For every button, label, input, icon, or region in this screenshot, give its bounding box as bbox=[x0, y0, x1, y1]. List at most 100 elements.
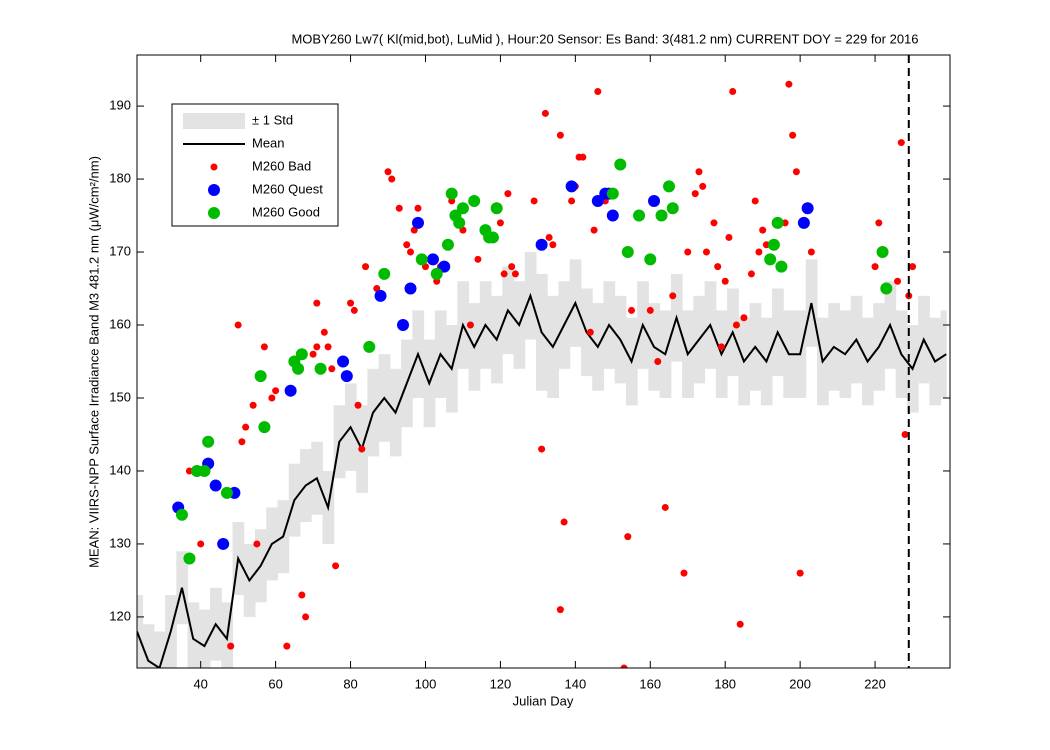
data-point bbox=[453, 216, 466, 229]
std-band bbox=[187, 602, 200, 668]
data-point bbox=[606, 187, 619, 200]
y-tick-label: 170 bbox=[109, 243, 131, 258]
x-tick-label: 140 bbox=[564, 676, 586, 691]
data-point bbox=[684, 248, 692, 256]
data-point bbox=[655, 209, 668, 222]
legend-swatch bbox=[208, 207, 220, 219]
y-tick-label: 180 bbox=[109, 170, 131, 185]
legend-swatch bbox=[208, 184, 220, 196]
data-point bbox=[792, 168, 800, 176]
data-point bbox=[268, 394, 276, 402]
legend-label: M260 Quest bbox=[252, 181, 323, 196]
data-point bbox=[284, 384, 297, 397]
x-tick-label: 120 bbox=[490, 676, 512, 691]
data-point bbox=[538, 445, 546, 453]
data-point bbox=[324, 343, 332, 351]
data-point bbox=[406, 248, 414, 256]
data-point bbox=[691, 190, 699, 198]
data-point bbox=[414, 204, 422, 212]
x-tick-label: 160 bbox=[639, 676, 661, 691]
mean-line bbox=[137, 292, 947, 668]
data-point bbox=[721, 277, 729, 285]
data-point bbox=[729, 87, 737, 95]
data-point bbox=[378, 267, 391, 280]
data-point bbox=[292, 362, 305, 375]
data-point bbox=[411, 216, 424, 229]
data-point bbox=[699, 182, 707, 190]
data-point bbox=[621, 246, 634, 259]
data-point bbox=[202, 435, 215, 448]
data-point bbox=[358, 445, 366, 453]
data-point bbox=[456, 202, 469, 215]
data-point bbox=[220, 486, 233, 499]
data-point bbox=[438, 260, 451, 273]
data-point bbox=[568, 197, 576, 205]
legend-label: M260 Good bbox=[252, 204, 320, 219]
data-point bbox=[614, 158, 627, 171]
data-point bbox=[441, 238, 454, 251]
data-point bbox=[565, 180, 578, 193]
data-point bbox=[762, 241, 770, 249]
data-point bbox=[298, 591, 306, 599]
data-point bbox=[535, 238, 548, 251]
data-point bbox=[217, 537, 230, 550]
data-point bbox=[759, 226, 767, 234]
data-point bbox=[258, 421, 271, 434]
data-point bbox=[549, 241, 557, 249]
data-point bbox=[646, 306, 654, 314]
y-tick-label: 130 bbox=[109, 535, 131, 550]
data-point bbox=[445, 187, 458, 200]
data-point bbox=[740, 314, 748, 322]
data-point bbox=[666, 202, 679, 215]
data-point bbox=[362, 263, 370, 271]
std-band bbox=[940, 310, 947, 398]
data-point bbox=[234, 321, 242, 329]
data-point bbox=[785, 80, 793, 88]
data-point bbox=[710, 219, 718, 227]
legend-label: M260 Bad bbox=[252, 158, 311, 173]
data-point bbox=[388, 175, 396, 183]
data-point bbox=[871, 263, 879, 271]
data-point bbox=[490, 202, 503, 215]
data-point bbox=[669, 292, 677, 300]
data-point bbox=[395, 204, 403, 212]
data-point bbox=[556, 131, 564, 139]
chart-title: MOBY260 Lw7( Kl(mid,bot), LuMid ), Hour:… bbox=[291, 31, 918, 46]
data-point bbox=[755, 248, 763, 256]
data-point bbox=[253, 540, 261, 548]
data-point bbox=[695, 168, 703, 176]
x-tick-label: 60 bbox=[268, 676, 282, 691]
data-point bbox=[736, 620, 744, 628]
legend-label: ± 1 Std bbox=[252, 112, 293, 127]
data-point bbox=[530, 197, 538, 205]
data-point bbox=[309, 350, 317, 358]
data-point bbox=[313, 299, 321, 307]
data-point bbox=[227, 642, 235, 650]
data-point bbox=[628, 306, 636, 314]
data-point bbox=[374, 289, 387, 302]
std-band bbox=[142, 624, 155, 668]
data-point bbox=[590, 226, 598, 234]
data-point bbox=[771, 216, 784, 229]
data-point bbox=[313, 343, 321, 351]
data-point bbox=[347, 299, 355, 307]
y-axis-label: MEAN: VIIRS-NPP Surface Irradiance Band … bbox=[86, 156, 101, 568]
data-point bbox=[404, 282, 417, 295]
data-point bbox=[624, 533, 632, 541]
y-tick-label: 150 bbox=[109, 389, 131, 404]
data-point bbox=[781, 219, 789, 227]
data-point bbox=[801, 202, 814, 215]
data-point bbox=[663, 180, 676, 193]
data-point bbox=[875, 219, 883, 227]
data-point bbox=[594, 87, 602, 95]
data-point bbox=[702, 248, 710, 256]
data-point bbox=[314, 362, 327, 375]
data-point bbox=[468, 194, 481, 207]
x-tick-label: 180 bbox=[714, 676, 736, 691]
data-point bbox=[714, 263, 722, 271]
data-point bbox=[586, 328, 594, 336]
data-point bbox=[328, 365, 336, 373]
data-point bbox=[508, 263, 516, 271]
data-point bbox=[260, 343, 268, 351]
